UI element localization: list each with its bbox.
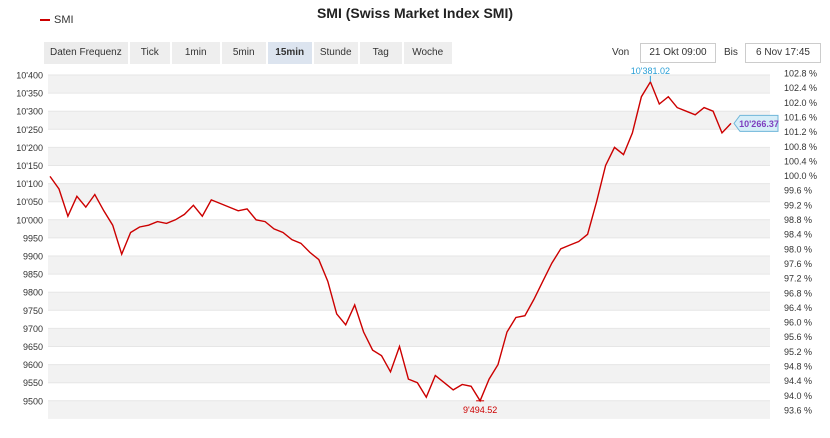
y-right-tick-label: 99.2 % [784, 200, 812, 210]
y-right-tick-label: 98.0 % [784, 244, 812, 254]
high-value-label: 10'381.02 [631, 66, 670, 76]
y-tick-label: 9650 [23, 342, 43, 352]
grid-band [48, 256, 770, 275]
to-label: Bis [724, 47, 738, 58]
y-tick-label: 9800 [23, 288, 43, 298]
y-right-tick-label: 97.6 % [784, 259, 812, 269]
grid-band [48, 364, 770, 383]
last-value-badge [733, 114, 779, 132]
15min-button[interactable]: 15min [267, 42, 312, 64]
y-tick-label: 9750 [23, 306, 43, 316]
y-right-tick-label: 95.6 % [784, 332, 812, 342]
y-right-tick-label: 102.8 % [784, 69, 817, 79]
y-right-tick-label: 96.0 % [784, 318, 812, 328]
y-right-tick-label: 96.4 % [784, 303, 812, 313]
grid-band [48, 75, 770, 94]
stunde-button[interactable]: Stunde [313, 42, 358, 64]
y-tick-label: 9700 [23, 324, 43, 334]
y-tick-label: 9550 [23, 378, 43, 388]
grid-band [48, 400, 770, 419]
1min-button[interactable]: 1min [171, 42, 220, 64]
legend: SMI [40, 14, 74, 26]
frequency-toolbar: Daten Frequenz Tick 1min 5min 15min Stun… [44, 42, 452, 64]
y-tick-label: 10'150 [16, 161, 43, 171]
y-right-tick-label: 99.6 % [784, 186, 812, 196]
y-right-tick-label: 102.0 % [784, 98, 817, 108]
grid-band [48, 111, 770, 130]
grid-band [48, 147, 770, 166]
smi-line [49, 80, 732, 403]
y-right-tick-label: 94.8 % [784, 362, 812, 372]
y-tick-label: 9850 [23, 270, 43, 280]
grid-band [48, 219, 770, 238]
low-value-label: 9'494.52 [463, 405, 497, 415]
woche-button[interactable]: Woche [403, 42, 452, 64]
last-value-label: 10'266.37 [739, 119, 779, 129]
y-right-tick-label: 93.6 % [784, 406, 812, 416]
from-date-input[interactable]: 21 Okt 09:00 [640, 43, 716, 63]
y-tick-label: 10'350 [16, 89, 43, 99]
y-right-tick-label: 101.6 % [784, 112, 817, 122]
y-right-tick-label: 100.4 % [784, 156, 817, 166]
from-label: Von [612, 47, 630, 58]
y-tick-label: 10'000 [16, 215, 43, 225]
y-right-tick-label: 102.4 % [784, 83, 817, 93]
grid-band [48, 292, 770, 311]
chart-title: SMI (Swiss Market Index SMI) [316, 5, 514, 21]
tick-button[interactable]: Tick [129, 42, 170, 64]
y-right-tick-label: 94.4 % [784, 376, 812, 386]
y-tick-label: 9900 [23, 252, 43, 262]
frequency-label: Daten Frequenz [44, 42, 128, 64]
y-tick-label: 9600 [23, 360, 43, 370]
y-right-tick-label: 96.8 % [784, 288, 812, 298]
y-right-tick-label: 101.2 % [784, 127, 817, 137]
tag-button[interactable]: Tag [359, 42, 402, 64]
y-tick-label: 10'300 [16, 107, 43, 117]
grid-band [48, 183, 770, 202]
y-right-tick-label: 98.8 % [784, 215, 812, 225]
y-tick-label: 10'200 [16, 143, 43, 153]
to-date-input[interactable]: 6 Nov 17:45 [745, 43, 821, 63]
y-right-tick-label: 97.2 % [784, 274, 812, 284]
legend-label-smi: SMI [54, 14, 74, 26]
y-tick-label: 10'100 [16, 179, 43, 189]
date-range: Von 21 Okt 09:00 Bis 6 Nov 17:45 [0, 43, 830, 63]
y-tick-label: 10'400 [16, 71, 43, 81]
y-right-tick-label: 100.0 % [784, 171, 817, 181]
y-tick-label: 10'250 [16, 125, 43, 135]
y-tick-label: 9500 [23, 396, 43, 406]
y-tick-label: 10'050 [16, 197, 43, 207]
grid-band [48, 328, 770, 347]
y-tick-label: 9950 [23, 233, 43, 243]
y-right-tick-label: 95.2 % [784, 347, 812, 357]
y-right-tick-label: 100.8 % [784, 142, 817, 152]
legend-swatch [40, 19, 50, 22]
5min-button[interactable]: 5min [221, 42, 266, 64]
y-right-tick-label: 98.4 % [784, 230, 812, 240]
y-right-tick-label: 94.0 % [784, 391, 812, 401]
